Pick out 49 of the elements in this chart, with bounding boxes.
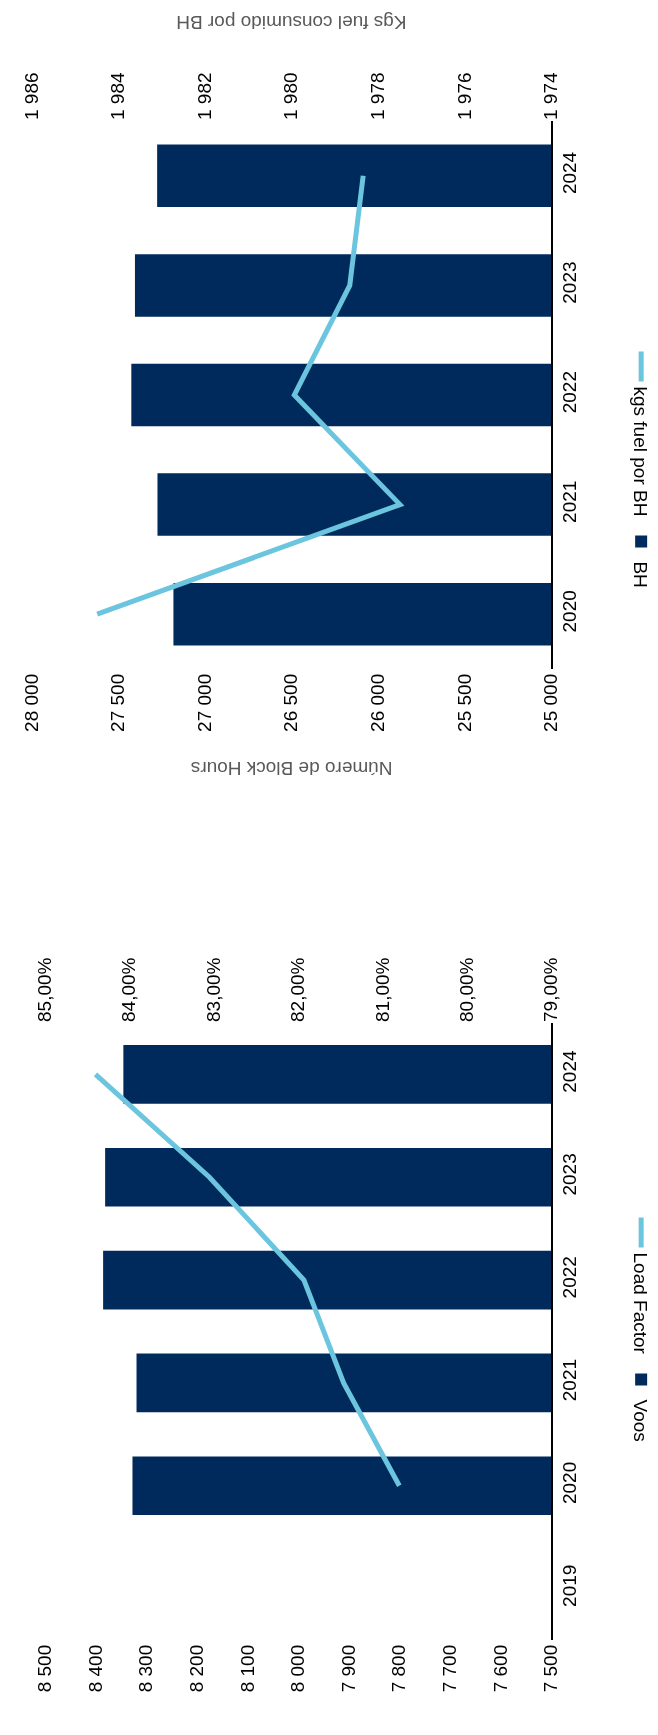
x2-tick-label: 1 978 xyxy=(367,72,389,120)
x-tick-label: 8 000 xyxy=(287,1644,309,1693)
x2-tick-label: 81,00% xyxy=(371,957,393,1022)
x-tick-label: 8 200 xyxy=(185,1644,207,1693)
x-tick-label: 27 000 xyxy=(193,673,215,732)
x-tick-label: 25 500 xyxy=(453,673,475,732)
x2-tick-label: 79,00% xyxy=(540,957,562,1022)
y-tick-label: 2020 xyxy=(558,1461,580,1505)
y-tick-label: 2019 xyxy=(558,1564,580,1607)
x-tick-label: 28 000 xyxy=(20,673,42,732)
y-tick-label: 2022 xyxy=(558,371,580,414)
x-tick-label: 8 100 xyxy=(236,1644,258,1693)
x2-tick-label: 1 986 xyxy=(20,72,42,120)
x-tick-label: 8 500 xyxy=(34,1644,56,1693)
legend-label: BH xyxy=(629,561,651,588)
y-tick-label: 2023 xyxy=(558,261,580,304)
y-tick-label: 2024 xyxy=(558,1050,580,1093)
x2-tick-label: 1 984 xyxy=(107,72,129,120)
x-tick-label: 26 000 xyxy=(367,673,389,732)
x2-tick-label: 85,00% xyxy=(34,957,56,1022)
x-tick-label: 7 500 xyxy=(540,1644,562,1693)
x-tick-label: 25 000 xyxy=(540,673,562,732)
x2-tick-label: 1 982 xyxy=(193,72,215,120)
x-tick-label: 7 600 xyxy=(489,1644,511,1693)
x-tick-label: 8 400 xyxy=(84,1644,106,1693)
y-tick-label: 2021 xyxy=(558,1358,580,1402)
x2-tick-label: 83,00% xyxy=(202,957,224,1022)
x2-tick-label: 80,00% xyxy=(455,957,477,1022)
x2-tick-label: 1 974 xyxy=(540,72,562,120)
x-tick-label: 8 300 xyxy=(135,1644,157,1693)
y-tick-label: 2022 xyxy=(558,1256,580,1299)
x2-axis-title: Kgs fuel consumido por BH xyxy=(176,12,407,33)
x2-tick-label: 1 980 xyxy=(280,72,302,120)
legend-label: kgs fuel por BH xyxy=(629,386,651,517)
x-tick-label: 7 900 xyxy=(337,1644,359,1693)
y-tick-label: 2020 xyxy=(558,590,580,633)
legend-label: Voos xyxy=(629,1399,651,1442)
legend-label: Load Factor xyxy=(629,1252,651,1355)
x-axis-title: Número de Block Hours xyxy=(190,758,393,779)
y-tick-label: 2021 xyxy=(558,480,580,523)
y-tick-label: 2024 xyxy=(558,151,580,195)
x2-tick-label: 84,00% xyxy=(118,957,140,1022)
x-tick-label: 7 800 xyxy=(388,1644,410,1693)
x2-tick-label: 1 976 xyxy=(453,72,475,120)
x-tick-label: 27 500 xyxy=(107,673,129,732)
x-tick-label: 26 500 xyxy=(280,673,302,732)
x-tick-label: 7 700 xyxy=(439,1644,461,1693)
x2-tick-label: 82,00% xyxy=(287,957,309,1022)
y-tick-label: 2023 xyxy=(558,1153,580,1196)
